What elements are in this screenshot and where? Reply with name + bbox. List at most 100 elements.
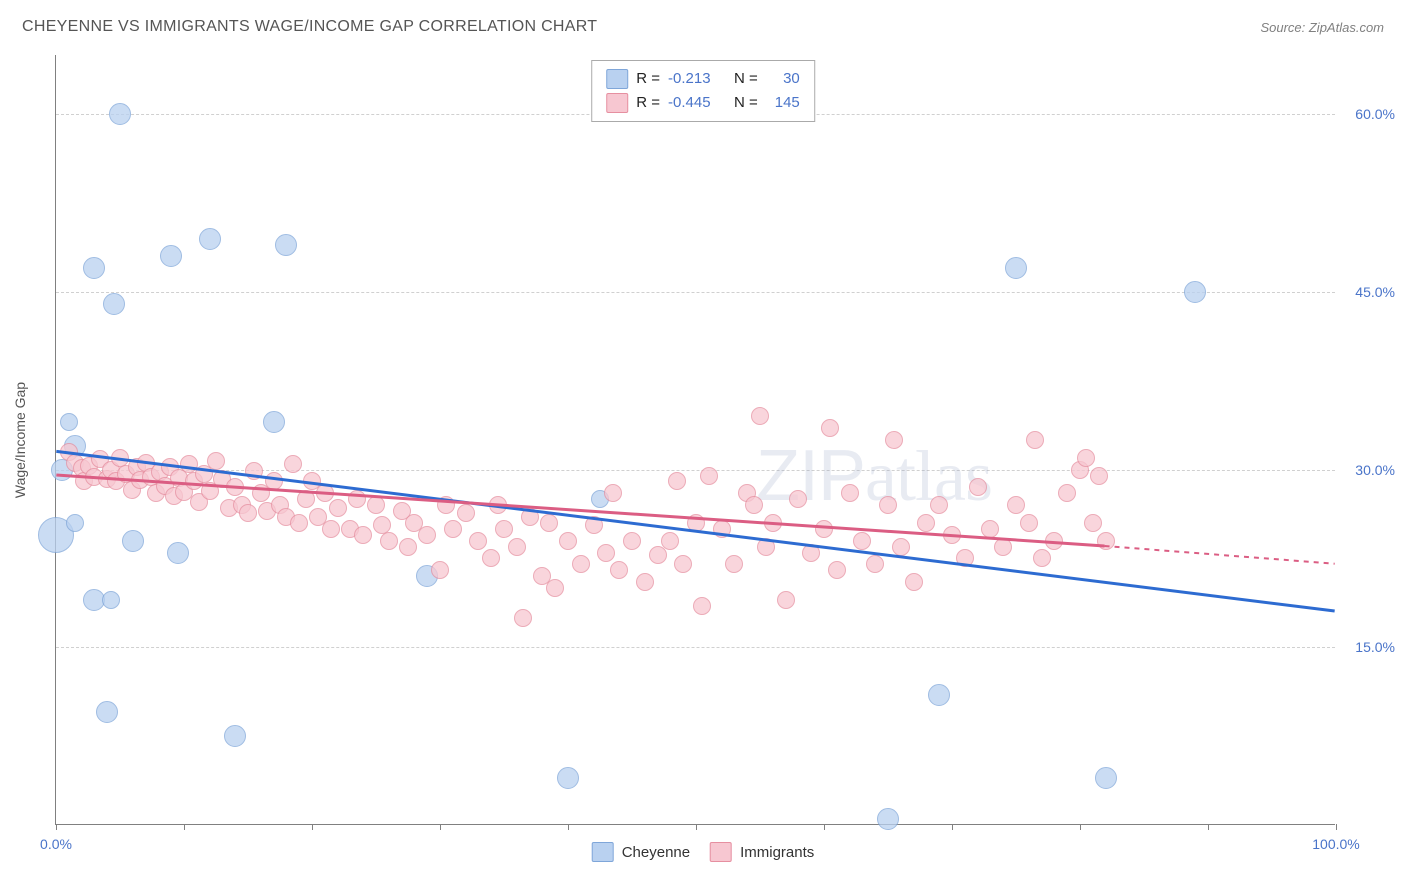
- data-point: [789, 490, 807, 508]
- chart-header: CHEYENNE VS IMMIGRANTS WAGE/INCOME GAP C…: [22, 18, 1384, 36]
- data-point: [224, 725, 246, 747]
- x-tick-label: 100.0%: [1312, 836, 1359, 852]
- data-point: [521, 508, 539, 526]
- data-point: [930, 496, 948, 514]
- data-point: [329, 499, 347, 517]
- data-point: [764, 514, 782, 532]
- y-tick-label: 30.0%: [1340, 462, 1395, 478]
- data-point: [290, 514, 308, 532]
- data-point: [103, 293, 125, 315]
- x-tick: [696, 824, 697, 830]
- regression-lines: [56, 55, 1335, 824]
- legend-row: R = -0.213 N = 30: [606, 67, 800, 91]
- legend-r-label: R =: [636, 91, 660, 115]
- data-point: [892, 538, 910, 556]
- bottom-legend-label: Cheyenne: [622, 844, 690, 861]
- data-point: [557, 767, 579, 789]
- data-point: [1045, 532, 1063, 550]
- data-point: [322, 520, 340, 538]
- data-point: [431, 561, 449, 579]
- data-point: [879, 496, 897, 514]
- data-point: [444, 520, 462, 538]
- data-point: [245, 462, 263, 480]
- data-point: [546, 579, 564, 597]
- data-point: [585, 516, 603, 534]
- data-point: [668, 472, 686, 490]
- data-point: [757, 538, 775, 556]
- data-point: [1097, 532, 1115, 550]
- legend-r-value: -0.445: [668, 91, 726, 115]
- data-point: [348, 490, 366, 508]
- bottom-legend-item: Immigrants: [710, 842, 814, 862]
- data-point: [802, 544, 820, 562]
- data-point: [508, 538, 526, 556]
- data-point: [636, 573, 654, 591]
- data-point: [821, 419, 839, 437]
- data-point: [514, 609, 532, 627]
- y-tick-label: 45.0%: [1340, 284, 1395, 300]
- data-point: [905, 573, 923, 591]
- legend-swatch: [606, 69, 628, 89]
- bottom-legend-label: Immigrants: [740, 844, 814, 861]
- data-point: [60, 413, 78, 431]
- data-point: [102, 591, 120, 609]
- data-point: [239, 504, 257, 522]
- data-point: [693, 597, 711, 615]
- top-legend: R = -0.213 N = 30 R = -0.445 N = 145: [591, 60, 815, 122]
- data-point: [199, 228, 221, 250]
- data-point: [928, 684, 950, 706]
- data-point: [1077, 449, 1095, 467]
- legend-n-label: N =: [734, 91, 758, 115]
- data-point: [1084, 514, 1102, 532]
- data-point: [469, 532, 487, 550]
- data-point: [111, 449, 129, 467]
- bottom-legend-item: Cheyenne: [592, 842, 690, 862]
- data-point: [994, 538, 1012, 556]
- x-tick: [952, 824, 953, 830]
- plot-area: ZIPatlas 15.0%30.0%45.0%60.0%0.0%100.0%: [55, 55, 1335, 825]
- data-point: [674, 555, 692, 573]
- legend-row: R = -0.445 N = 145: [606, 91, 800, 115]
- data-point: [265, 472, 283, 490]
- data-point: [751, 407, 769, 425]
- legend-n-value: 145: [766, 91, 800, 115]
- data-point: [661, 532, 679, 550]
- x-tick: [568, 824, 569, 830]
- data-point: [745, 496, 763, 514]
- data-point: [1058, 484, 1076, 502]
- data-point: [263, 411, 285, 433]
- data-point: [725, 555, 743, 573]
- x-tick: [1336, 824, 1337, 830]
- data-point: [687, 514, 705, 532]
- data-point: [700, 467, 718, 485]
- data-point: [1095, 767, 1117, 789]
- data-point: [841, 484, 859, 502]
- data-point: [604, 484, 622, 502]
- legend-n-value: 30: [766, 67, 800, 91]
- data-point: [1090, 467, 1108, 485]
- x-tick: [56, 824, 57, 830]
- data-point: [815, 520, 833, 538]
- legend-r-label: R =: [636, 67, 660, 91]
- data-point: [610, 561, 628, 579]
- data-point: [1007, 496, 1025, 514]
- gridline: [56, 647, 1335, 648]
- data-point: [981, 520, 999, 538]
- data-point: [297, 490, 315, 508]
- data-point: [275, 234, 297, 256]
- data-point: [489, 496, 507, 514]
- watermark-zip: ZIP: [756, 436, 865, 516]
- data-point: [109, 103, 131, 125]
- data-point: [457, 504, 475, 522]
- legend-r-value: -0.213: [668, 67, 726, 91]
- data-point: [828, 561, 846, 579]
- x-tick: [312, 824, 313, 830]
- data-point: [559, 532, 577, 550]
- data-point: [226, 478, 244, 496]
- data-point: [207, 452, 225, 470]
- data-point: [167, 542, 189, 564]
- legend-n-label: N =: [734, 67, 758, 91]
- data-point: [572, 555, 590, 573]
- data-point: [917, 514, 935, 532]
- data-point: [380, 532, 398, 550]
